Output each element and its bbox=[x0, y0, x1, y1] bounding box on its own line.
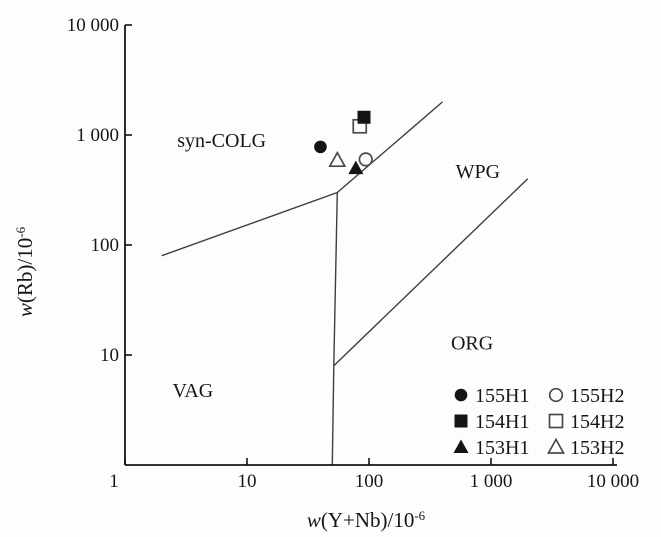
data-point-154H1 bbox=[357, 110, 371, 124]
x-tick-label: 10 000 bbox=[587, 471, 639, 492]
legend-label-153H2: 153H2 bbox=[570, 437, 624, 459]
y-axis-title-exponent: -6 bbox=[13, 226, 28, 237]
points-group bbox=[314, 110, 373, 175]
legend-label-154H2: 154H2 bbox=[570, 411, 624, 433]
data-point-155H2 bbox=[358, 152, 373, 167]
boundary-wpg-org bbox=[333, 178, 529, 367]
data-point-155H1 bbox=[314, 140, 327, 154]
legend-marker-154H2 bbox=[548, 413, 564, 429]
field-label-vag: VAG bbox=[172, 380, 213, 402]
legend-label-155H1: 155H1 bbox=[475, 385, 529, 407]
y-axis-title-main: (Rb)/10 bbox=[13, 238, 37, 303]
x-axis-title-symbol: w bbox=[307, 508, 321, 532]
boundaries-group bbox=[161, 101, 529, 466]
legend-label-153H1: 153H1 bbox=[475, 437, 529, 459]
x-tick-label: 10 bbox=[238, 471, 257, 492]
field-label-org: ORG bbox=[451, 332, 493, 354]
data-point-153H1 bbox=[348, 160, 364, 175]
boundary-vag-syncolg-wpg bbox=[161, 101, 443, 257]
x-tick-label: 1 bbox=[109, 471, 119, 492]
x-axis-title: w(Y+Nb)/10-6 bbox=[307, 508, 426, 532]
field-label-wpg: WPG bbox=[456, 161, 500, 183]
field-labels-group: syn-COLG WPG ORG VAG bbox=[172, 130, 500, 402]
boundary-vag-org bbox=[331, 192, 338, 466]
legend-marker-155H1 bbox=[454, 388, 468, 402]
x-tick-label: 1 000 bbox=[470, 471, 513, 492]
legend-marker-154H1 bbox=[454, 414, 468, 428]
y-tick-label: 10 bbox=[100, 345, 119, 366]
x-tick-label: 100 bbox=[355, 471, 384, 492]
x-axis-title-exponent: -6 bbox=[414, 508, 425, 523]
legend-marker-155H2 bbox=[548, 387, 564, 403]
y-tick-label: 100 bbox=[91, 235, 120, 256]
field-label-syn-colg: syn-COLG bbox=[177, 130, 266, 152]
legend-group: 155H1 155H2 154H1 154H2 153H1 153H2 bbox=[453, 385, 624, 459]
x-axis-title-main: (Y+Nb)/10 bbox=[321, 508, 415, 532]
y-axis-title: w(Rb)/10-6 bbox=[13, 226, 37, 317]
legend-label-155H2: 155H2 bbox=[570, 385, 624, 407]
y-axis-title-symbol: w bbox=[13, 303, 37, 317]
y-tick-label: 10 000 bbox=[67, 15, 119, 36]
legend-marker-153H2 bbox=[547, 437, 565, 454]
data-point-153H2 bbox=[328, 150, 347, 168]
legend-marker-153H1 bbox=[453, 439, 469, 453]
ticks-group: 1 10 100 1 000 10 000 10 100 1 000 10 000 bbox=[67, 15, 639, 492]
legend-label-154H1: 154H1 bbox=[475, 411, 529, 433]
y-tick-label: 1 000 bbox=[76, 125, 119, 146]
